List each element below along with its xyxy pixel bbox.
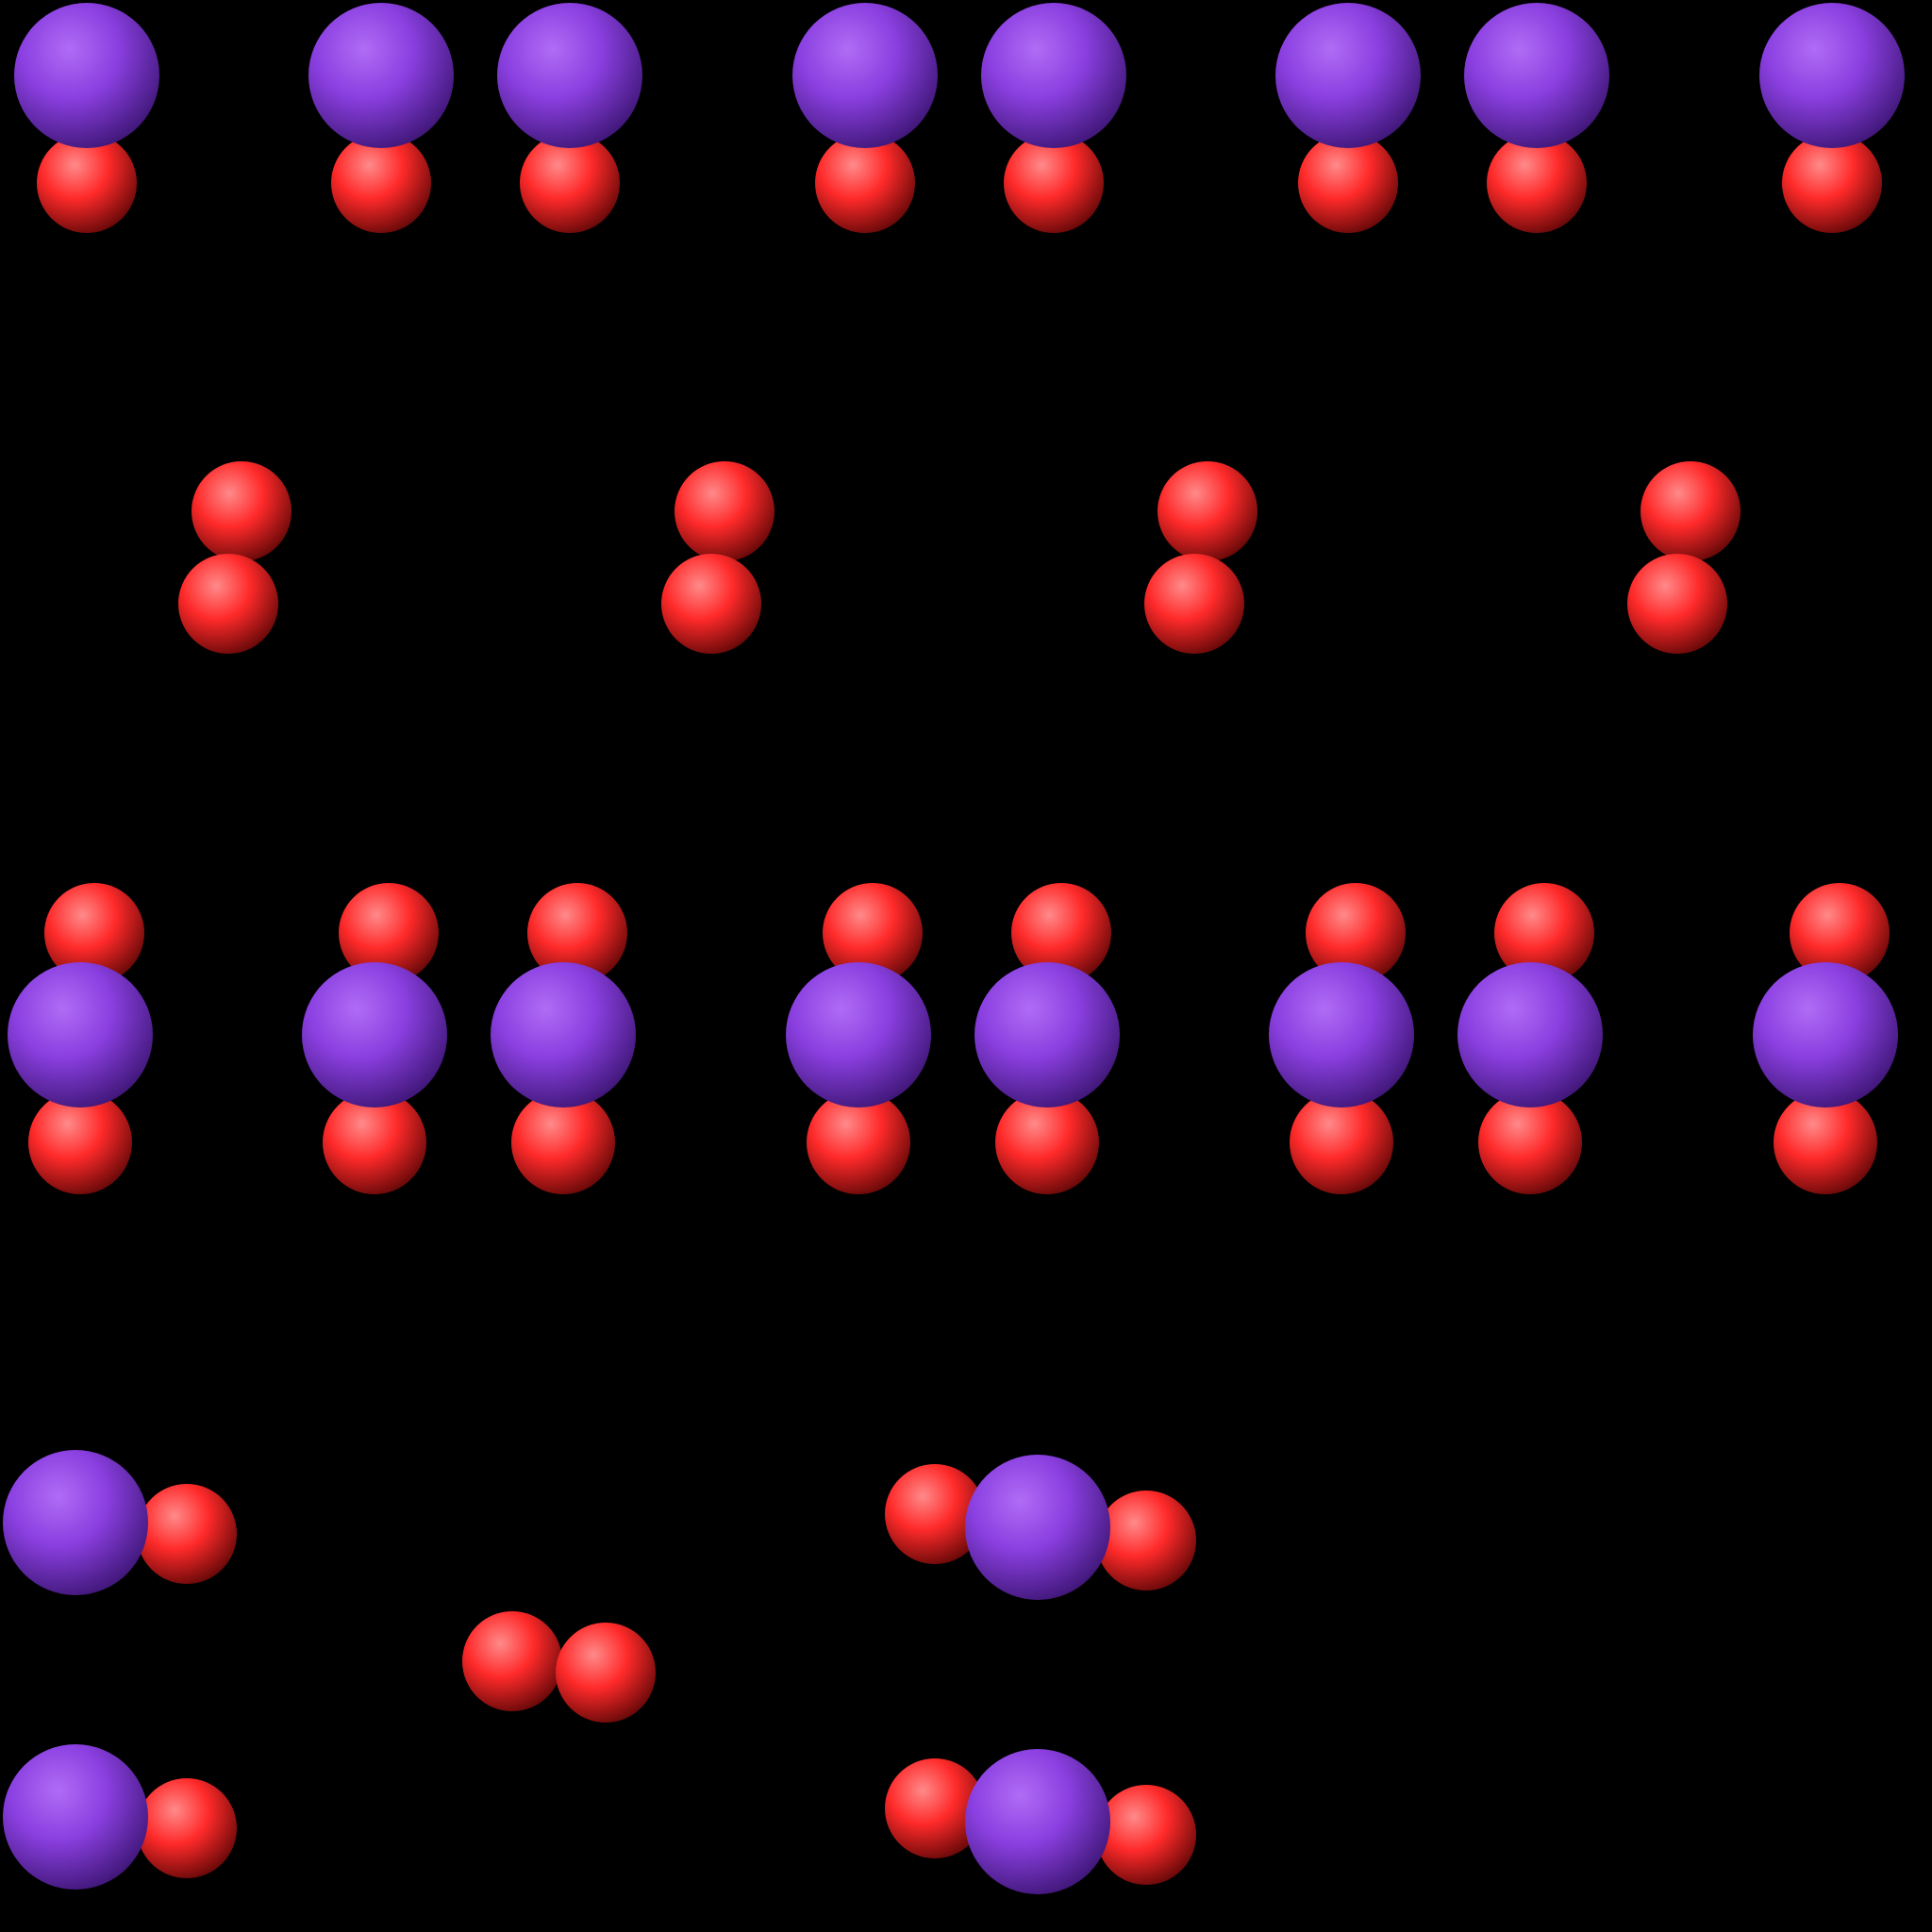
oxygen-atom	[1096, 1785, 1196, 1885]
oxygen-atom	[1158, 461, 1257, 561]
sodium-atom	[786, 962, 931, 1108]
oxygen-atom	[556, 1623, 656, 1723]
oxygen-atom	[1096, 1491, 1196, 1591]
sodium-atom	[981, 3, 1126, 148]
oxygen-atom	[137, 1778, 237, 1878]
sodium-atom	[3, 1450, 148, 1595]
atoms-layer	[3, 3, 1905, 1894]
sodium-atom	[302, 962, 447, 1108]
sodium-atom	[965, 1455, 1110, 1600]
sodium-atom	[1759, 3, 1905, 148]
sodium-atom	[491, 962, 636, 1108]
sodium-atom	[1753, 962, 1898, 1108]
oxygen-atom	[462, 1611, 562, 1711]
oxygen-atom	[1641, 461, 1740, 561]
oxygen-atom	[675, 461, 774, 561]
sodium-atom	[8, 962, 153, 1108]
oxygen-atom	[137, 1484, 237, 1584]
oxygen-atom	[1627, 554, 1727, 654]
sodium-atom	[792, 3, 938, 148]
sodium-atom	[965, 1749, 1110, 1894]
sodium-atom	[1457, 962, 1603, 1108]
sodium-atom	[14, 3, 159, 148]
sodium-atom	[1269, 962, 1414, 1108]
oxygen-atom	[661, 554, 761, 654]
sodium-atom	[3, 1744, 148, 1890]
oxygen-atom	[192, 461, 291, 561]
sodium-atom	[497, 3, 642, 148]
sodium-atom	[1464, 3, 1609, 148]
sodium-atom	[1275, 3, 1421, 148]
oxygen-atom	[1144, 554, 1244, 654]
sodium-atom	[974, 962, 1120, 1108]
oxygen-atom	[178, 554, 278, 654]
sodium-atom	[308, 3, 454, 148]
